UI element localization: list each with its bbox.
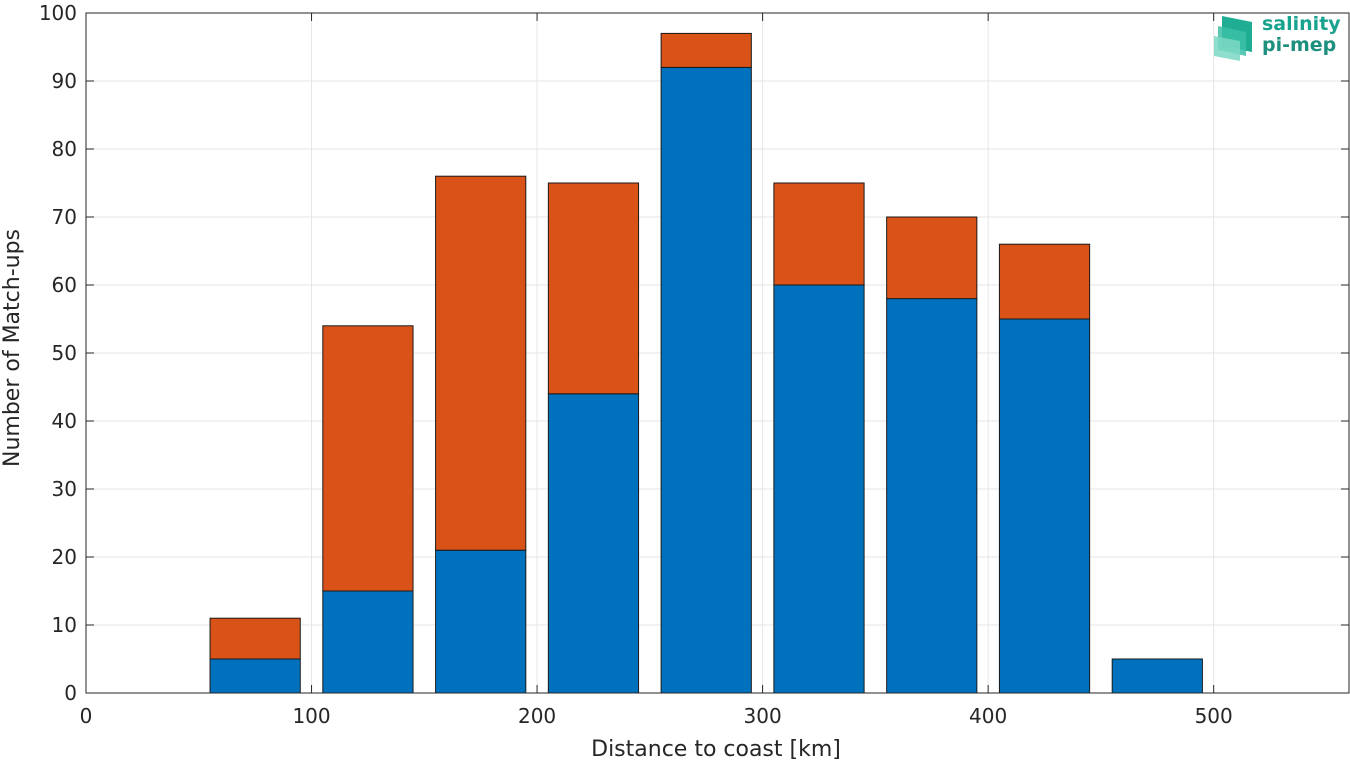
- x-tick-label: 300: [744, 704, 782, 728]
- y-tick-label: 50: [52, 341, 77, 365]
- bar-series-1: [322, 590, 414, 694]
- y-tick-label: 80: [52, 137, 77, 161]
- bar-series-2: [322, 325, 414, 592]
- x-tick-label: 100: [292, 704, 330, 728]
- bar-series-1: [998, 318, 1091, 694]
- y-tick-label: 60: [52, 273, 77, 297]
- y-tick-label: 20: [52, 545, 77, 569]
- y-tick-label: 0: [64, 681, 77, 705]
- bar-series-2: [773, 182, 865, 286]
- bar-series-2: [660, 32, 752, 68]
- y-tick-label: 70: [52, 205, 77, 229]
- x-tick-label: 200: [518, 704, 556, 728]
- bar-series-1: [660, 66, 752, 694]
- bar-series-2: [886, 216, 978, 300]
- bar-series-2: [435, 175, 527, 551]
- x-tick-label: 500: [1195, 704, 1233, 728]
- y-tick-label: 30: [52, 477, 77, 501]
- bar-series-1: [209, 658, 301, 694]
- bar-series-1: [435, 549, 527, 694]
- x-axis-label: Distance to coast [km]: [591, 737, 841, 761]
- y-tick-label: 90: [52, 69, 77, 93]
- y-tick-label: 10: [52, 613, 77, 637]
- x-tick-label: 0: [80, 704, 93, 728]
- ticks: 0 100 200 300 400 500 0 10 20 30 40 50 60 70 80 90 100: [39, 1, 1349, 728]
- bar-series-1: [773, 284, 865, 694]
- bar-series-2: [209, 617, 301, 660]
- bar-series-2: [998, 243, 1091, 320]
- y-tick-label: 100: [39, 1, 77, 25]
- y-axis-label: Number of Match-ups: [0, 229, 25, 467]
- waves-icon: [1214, 16, 1252, 61]
- bar-series-2: [547, 182, 640, 395]
- bar-series-1: [547, 393, 640, 694]
- bars: [209, 32, 1203, 694]
- salinity-pi-mep-logo: salinity pi-mep: [1212, 14, 1342, 64]
- x-tick-label: 400: [969, 704, 1007, 728]
- logo-line-2: pi-mep: [1262, 34, 1337, 56]
- logo-line-1: salinity: [1262, 13, 1341, 35]
- y-tick-label: 40: [52, 409, 77, 433]
- bar-series-1: [886, 298, 978, 694]
- bar-series-1: [1111, 658, 1203, 694]
